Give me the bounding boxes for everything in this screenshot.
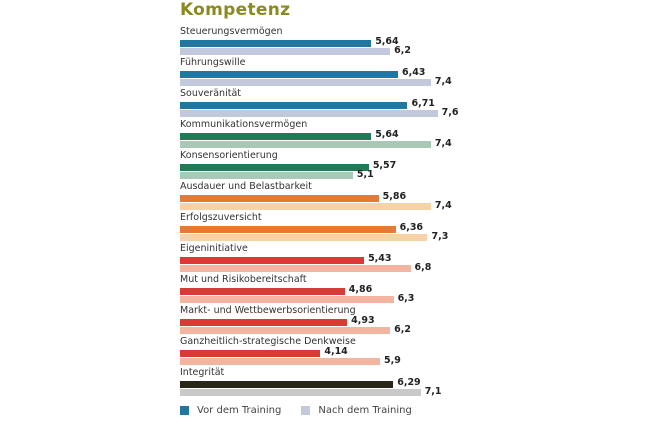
bar-after xyxy=(180,48,391,55)
chart-row: Integrität 6,29 7,1 xyxy=(180,367,480,398)
category-label: Führungswille xyxy=(180,57,246,68)
chart-row: Kommunikationsvermögen 5,64 7,4 xyxy=(180,119,480,150)
chart-row: Mut und Risikobereitschaft 4,86 6,3 xyxy=(180,274,480,305)
value-label-after: 7,1 xyxy=(424,386,442,397)
category-label: Markt- und Wettbewerbsorientierung xyxy=(180,305,356,316)
bar-before xyxy=(180,40,372,47)
chart-row: Eigeninitiative 5,43 6,8 xyxy=(180,243,480,274)
bar-after xyxy=(180,234,428,241)
legend-label-before: Vor dem Training xyxy=(197,405,282,416)
value-label-after: 7,4 xyxy=(434,138,452,149)
chart-title: Kompetenz xyxy=(180,0,291,20)
value-label-after: 7,4 xyxy=(434,76,452,87)
bar-after xyxy=(180,358,380,365)
chart-row: Ausdauer und Belastbarkeit 5,86 7,4 xyxy=(180,181,480,212)
legend-item-before: Vor dem Training xyxy=(180,405,281,416)
category-label: Ganzheitlich-strategische Denkweise xyxy=(180,336,356,347)
category-label: Kommunikationsvermögen xyxy=(180,119,308,130)
bar-after xyxy=(180,389,421,396)
value-label-after: 7,6 xyxy=(441,107,459,118)
bar-before xyxy=(180,71,398,78)
category-label: Steuerungsvermögen xyxy=(180,26,283,37)
chart-row: Ganzheitlich-strategische Denkweise 4,14 5… xyxy=(180,336,480,367)
value-label-after: 5,9 xyxy=(384,355,401,366)
bar-after xyxy=(180,327,391,334)
value-label-after: 6,8 xyxy=(414,262,432,273)
chart-row: Souveränität 6,71 7,6 xyxy=(180,88,480,119)
bar-before xyxy=(180,350,321,357)
value-label-after: 5,1 xyxy=(356,169,374,180)
bar-before xyxy=(180,195,379,202)
bar-before xyxy=(180,164,369,171)
category-label: Souveränität xyxy=(180,88,241,99)
value-label-after: 6,3 xyxy=(397,293,415,304)
bar-after xyxy=(180,110,438,117)
category-label: Mut und Risikobereitschaft xyxy=(180,274,307,285)
value-label-after: 6,2 xyxy=(394,45,412,56)
bar-before xyxy=(180,288,345,295)
chart-legend: Vor dem Training Nach dem Training xyxy=(180,405,412,416)
category-label: Ausdauer und Belastbarkeit xyxy=(180,181,312,192)
chart-row: Markt- und Wettbewerbsorientierung 4,93 6,… xyxy=(180,305,480,336)
bar-after xyxy=(180,79,431,86)
legend-swatch-before xyxy=(180,406,189,415)
chart-row: Erfolgszuversicht 6,36 7,3 xyxy=(180,212,480,243)
value-label-before: 5,86 xyxy=(382,191,407,202)
category-label: Erfolgszuversicht xyxy=(180,212,262,223)
chart-row: Konsensorientierung 5,57 5,1 xyxy=(180,150,480,181)
value-label-before: 4,86 xyxy=(348,284,373,295)
bar-before xyxy=(180,102,408,109)
legend-item-after: Nach dem Training xyxy=(301,405,412,416)
bar-after xyxy=(180,265,411,272)
value-label-before: 6,43 xyxy=(401,67,426,78)
value-label-before: 6,29 xyxy=(397,377,421,388)
chart-row: Führungswille 6,43 7,4 xyxy=(180,57,480,88)
bar-after xyxy=(180,141,431,148)
bar-after xyxy=(180,203,431,210)
value-label-before: 6,36 xyxy=(399,222,424,233)
bar-chart: Steuerungsvermögen 5,64 6,2 Führungswille 6,… xyxy=(180,26,480,398)
bar-before xyxy=(180,319,348,326)
bar-after xyxy=(180,296,394,303)
legend-label-after: Nach dem Training xyxy=(318,405,412,416)
value-label-before: 5,64 xyxy=(375,129,399,140)
bar-after xyxy=(180,172,353,179)
value-label-before: 5,43 xyxy=(368,253,392,264)
category-label: Konsensorientierung xyxy=(180,150,278,161)
bar-before xyxy=(180,381,394,388)
value-label-after: 7,3 xyxy=(431,231,449,242)
value-label-before: 4,14 xyxy=(324,346,348,357)
value-label-before: 5,64 xyxy=(375,36,399,47)
value-label-before: 4,93 xyxy=(351,315,375,326)
bar-before xyxy=(180,226,396,233)
value-label-before: 5,57 xyxy=(372,160,397,171)
value-label-after: 7,4 xyxy=(434,200,452,211)
bar-before xyxy=(180,257,365,264)
category-label: Integrität xyxy=(180,367,225,378)
value-label-before: 6,71 xyxy=(411,98,435,109)
value-label-after: 6,2 xyxy=(394,324,412,335)
bar-before xyxy=(180,133,372,140)
category-label: Eigeninitiative xyxy=(180,243,248,254)
chart-row: Steuerungsvermögen 5,64 6,2 xyxy=(180,26,480,57)
legend-swatch-after xyxy=(301,406,311,415)
